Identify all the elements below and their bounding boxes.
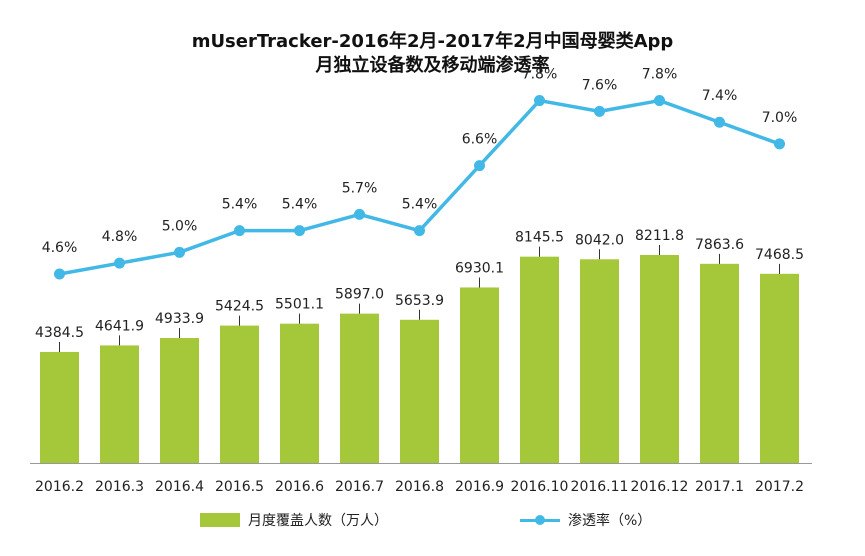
- x-tick-label: 2016.8: [395, 479, 444, 495]
- bar: [280, 323, 319, 463]
- line-point: [654, 95, 665, 107]
- line-point: [234, 225, 245, 237]
- legend-line-swatch: [520, 513, 560, 527]
- bar-value-label: 6930.1: [455, 260, 504, 276]
- line-value-label: 7.4%: [702, 88, 738, 104]
- line-point: [414, 225, 425, 237]
- bar-value-label: 8211.8: [635, 228, 684, 244]
- legend-bars: 月度覆盖人数（万人）: [200, 509, 388, 531]
- line-value-label: 5.0%: [162, 218, 198, 234]
- bar: [640, 254, 679, 463]
- legend-line: 渗透率（%）: [520, 509, 651, 531]
- line-value-label: 7.8%: [522, 67, 558, 83]
- line-point: [294, 225, 305, 237]
- line-point: [114, 257, 125, 269]
- x-tick-label: 2016.7: [335, 479, 384, 495]
- legend-bar-swatch: [200, 513, 240, 527]
- legend-bar-label: 月度覆盖人数（万人）: [248, 513, 388, 529]
- bar: [160, 338, 199, 463]
- line-value-label: 4.6%: [42, 240, 78, 256]
- x-tick-label: 2016.11: [571, 479, 629, 495]
- x-tick-label: 2016.3: [95, 479, 144, 495]
- line-value-label: 6.6%: [462, 132, 498, 148]
- bar-value-label: 8145.5: [515, 230, 564, 246]
- x-tick-label: 2016.10: [511, 479, 569, 495]
- bar-value-label: 4384.5: [35, 325, 84, 341]
- chart-title: mUserTracker-2016年2月-2017年2月中国母婴类App 月独立…: [0, 30, 865, 78]
- bar-value-label: 5424.5: [215, 299, 264, 315]
- bar-value-label: 5501.1: [275, 297, 324, 313]
- bar-value-label: 7468.5: [755, 247, 804, 263]
- legend-line-label: 渗透率（%）: [568, 513, 652, 529]
- bar: [40, 351, 79, 463]
- bar-value-label: 5653.9: [395, 293, 444, 309]
- line-series: [59, 98, 781, 276]
- bar-value-label: 7863.6: [695, 237, 744, 253]
- line-value-label: 5.4%: [282, 197, 318, 213]
- bar: [100, 345, 139, 463]
- line-value-label: 5.7%: [342, 180, 378, 196]
- bar: [760, 273, 799, 463]
- bar-value-label: 4933.9: [155, 311, 204, 327]
- x-tick-label: 2017.1: [695, 479, 744, 495]
- x-tick-label: 2016.4: [155, 479, 204, 495]
- x-tick-label: 2016.5: [215, 479, 264, 495]
- bar: [700, 263, 739, 463]
- line-point: [534, 95, 545, 107]
- x-tick-label: 2016.12: [631, 479, 689, 495]
- bar: [580, 259, 619, 463]
- line-point: [54, 268, 65, 280]
- line-value-label: 7.0%: [762, 110, 798, 126]
- bar: [340, 313, 379, 463]
- line-point: [594, 105, 605, 117]
- x-tick-label: 2016.9: [455, 479, 504, 495]
- bar: [520, 256, 559, 463]
- bar-value-label: 5897.0: [335, 287, 384, 303]
- line-point: [774, 138, 785, 150]
- line-point: [174, 246, 185, 258]
- x-tick-label: 2017.2: [755, 479, 804, 495]
- bar: [460, 287, 499, 463]
- bar-value-label: 8042.0: [575, 232, 624, 248]
- line-value-label: 5.4%: [402, 197, 438, 213]
- x-tick-label: 2016.6: [275, 479, 324, 495]
- x-tick-label: 2016.2: [35, 479, 84, 495]
- bar-value-label: 4641.9: [95, 318, 144, 334]
- line-value-label: 5.4%: [222, 197, 258, 213]
- chart-title-line1: mUserTracker-2016年2月-2017年2月中国母婴类App: [191, 31, 674, 52]
- line-value-label: 7.6%: [582, 77, 618, 93]
- line-point: [354, 208, 365, 220]
- line-value-label: 7.8%: [642, 67, 678, 83]
- line-point: [474, 160, 485, 172]
- line-value-label: 4.8%: [102, 229, 138, 245]
- line-point: [714, 116, 725, 128]
- bar: [220, 325, 259, 463]
- chart-title-line2: 月独立设备数及移动端渗透率: [315, 55, 550, 76]
- bar: [400, 319, 439, 463]
